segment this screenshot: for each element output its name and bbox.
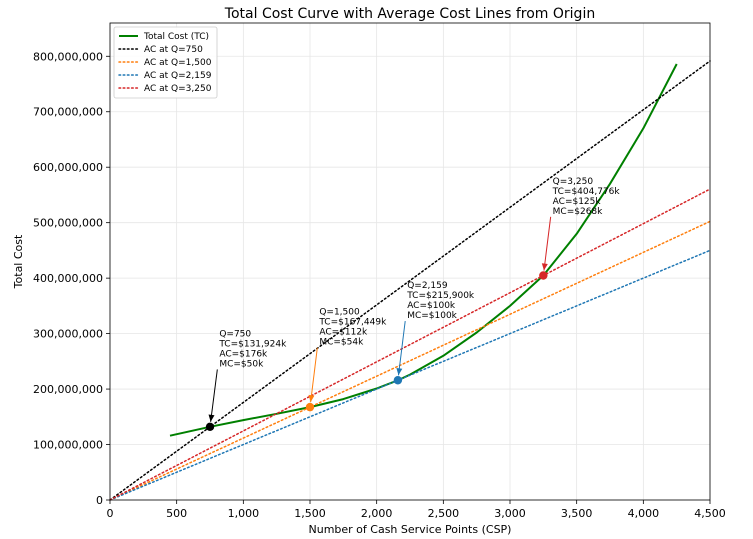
point-annotation-line: Q=1,500	[319, 308, 360, 318]
y-tick-label: 700,000,000	[33, 106, 103, 119]
marked-point	[305, 402, 315, 412]
point-annotation-line: TC=$215,900k	[406, 291, 475, 301]
y-tick-label: 300,000,000	[33, 328, 103, 341]
annotation-arrowhead	[308, 394, 315, 403]
x-tick-label: 2,500	[428, 507, 460, 520]
y-tick-label: 800,000,000	[33, 50, 103, 63]
chart-title: Total Cost Curve with Average Cost Lines…	[224, 6, 595, 22]
y-tick-label: 0	[96, 494, 103, 507]
annotation-arrow	[397, 321, 406, 376]
point-annotation-line: Q=750	[219, 329, 251, 339]
x-tick-label: 3,000	[494, 507, 526, 520]
total-cost-line	[169, 63, 678, 437]
average-cost-line-2	[109, 220, 711, 501]
point-annotation-line: TC=$167,449k	[318, 318, 387, 328]
point-annotation-line: MC=$268k	[553, 207, 603, 217]
point-annotation: Q=2,159 TC=$215,900k AC=$100k MC=$100k	[406, 281, 475, 321]
legend-label: AC at Q=3,250	[144, 84, 212, 94]
x-tick-label: 1,000	[228, 507, 260, 520]
legend-label: Total Cost (TC)	[143, 32, 209, 42]
annotation-arrow	[210, 369, 218, 422]
x-tick-label: 4,000	[628, 507, 660, 520]
point-annotation: Q=3,250 TC=$404,776k AC=$125k MC=$268k	[552, 177, 621, 217]
ticks-layer: 0 500 1,000 1,500 2,000 2,500 3,000 3,500 4,000 4…	[33, 50, 726, 520]
legend-box	[113, 26, 218, 99]
point-annotation-line: Q=3,250	[553, 177, 594, 187]
point-annotation-line: AC=$176k	[219, 349, 268, 359]
y-axis-label: Total Cost	[12, 234, 25, 289]
annotation-arrowhead	[541, 263, 548, 271]
point-annotation-line: MC=$100k	[407, 311, 457, 321]
y-tick-label: 100,000,000	[33, 439, 103, 452]
marked-point	[393, 376, 403, 385]
x-axis-label: Number of Cash Service Points (CSP)	[309, 523, 512, 536]
annotation-arrowhead	[208, 414, 215, 422]
x-tick-label: 2,000	[361, 507, 393, 520]
point-annotation-line: AC=$112k	[319, 328, 368, 338]
y-tick-label: 200,000,000	[33, 383, 103, 396]
point-annotation: Q=750 TC=$131,924k AC=$176k MC=$50k	[218, 329, 287, 369]
x-tick-label: 0	[107, 507, 114, 520]
legend: Total Cost (TC) AC at Q=750 AC at Q=1,500 A…	[113, 26, 218, 99]
legend-label: AC at Q=750	[144, 45, 203, 55]
point-annotation-line: TC=$404,776k	[552, 187, 621, 197]
legend-label: AC at Q=1,500	[144, 58, 212, 68]
annotation-arrow	[543, 216, 552, 271]
y-tick-label: 600,000,000	[33, 161, 103, 174]
y-tick-label: 400,000,000	[33, 272, 103, 285]
point-annotation-line: AC=$125k	[553, 197, 602, 207]
point-annotation-line: AC=$100k	[407, 301, 456, 311]
plot-frame	[109, 22, 711, 501]
point-annotation: Q=1,500 TC=$167,449k AC=$112k MC=$54k	[318, 308, 387, 348]
marked-point	[205, 422, 215, 432]
annotation-arrowhead	[396, 367, 403, 376]
average-cost-line-4	[109, 188, 711, 501]
point-annotation-line: MC=$54k	[319, 338, 364, 348]
point-annotation-line: TC=$131,924k	[218, 339, 287, 349]
x-tick-label: 500	[166, 507, 187, 520]
average-cost-line-3	[109, 249, 711, 501]
legend-label: AC at Q=2,159	[144, 71, 212, 81]
y-tick-label: 500,000,000	[33, 217, 103, 230]
annotation-arrow	[310, 347, 318, 403]
x-tick-label: 3,500	[561, 507, 593, 520]
x-tick-label: 1,500	[294, 507, 326, 520]
point-annotation-line: MC=$50k	[219, 359, 264, 369]
x-tick-label: 4,500	[694, 507, 726, 520]
marked-point	[539, 271, 548, 280]
point-annotation-line: Q=2,159	[407, 281, 448, 291]
